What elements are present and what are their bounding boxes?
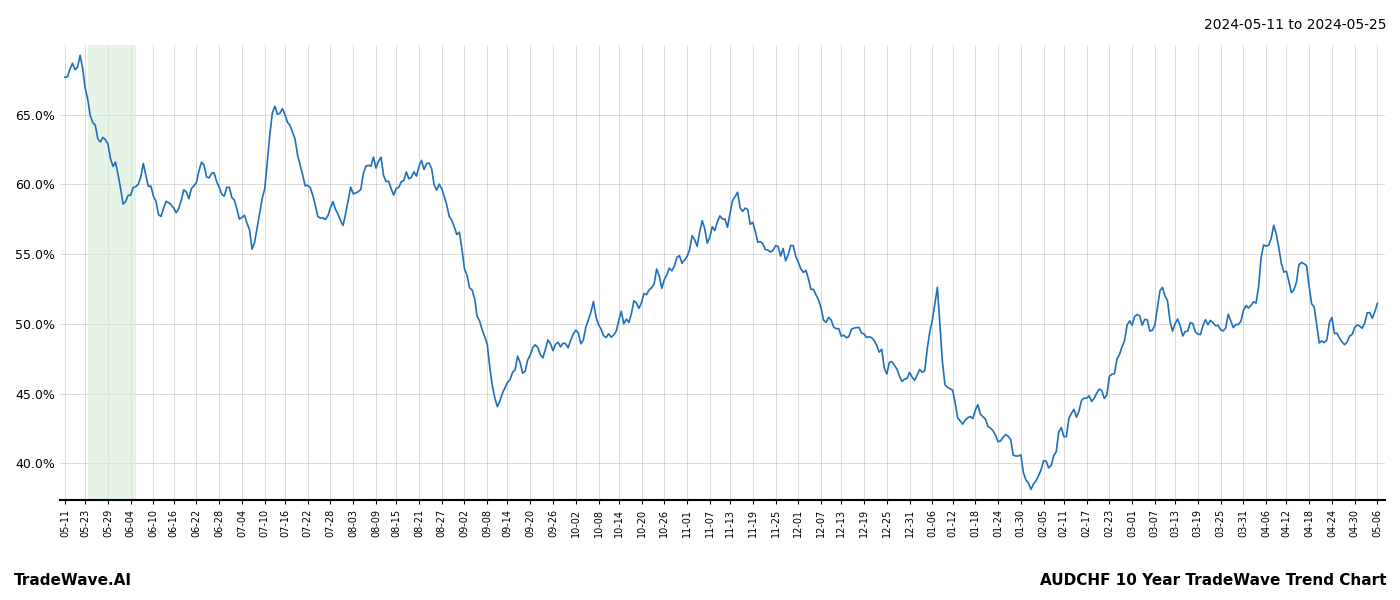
Text: AUDCHF 10 Year TradeWave Trend Chart: AUDCHF 10 Year TradeWave Trend Chart xyxy=(1039,573,1386,588)
Text: 2024-05-11 to 2024-05-25: 2024-05-11 to 2024-05-25 xyxy=(1204,18,1386,32)
Text: TradeWave.AI: TradeWave.AI xyxy=(14,573,132,588)
Bar xyxy=(88,45,136,500)
